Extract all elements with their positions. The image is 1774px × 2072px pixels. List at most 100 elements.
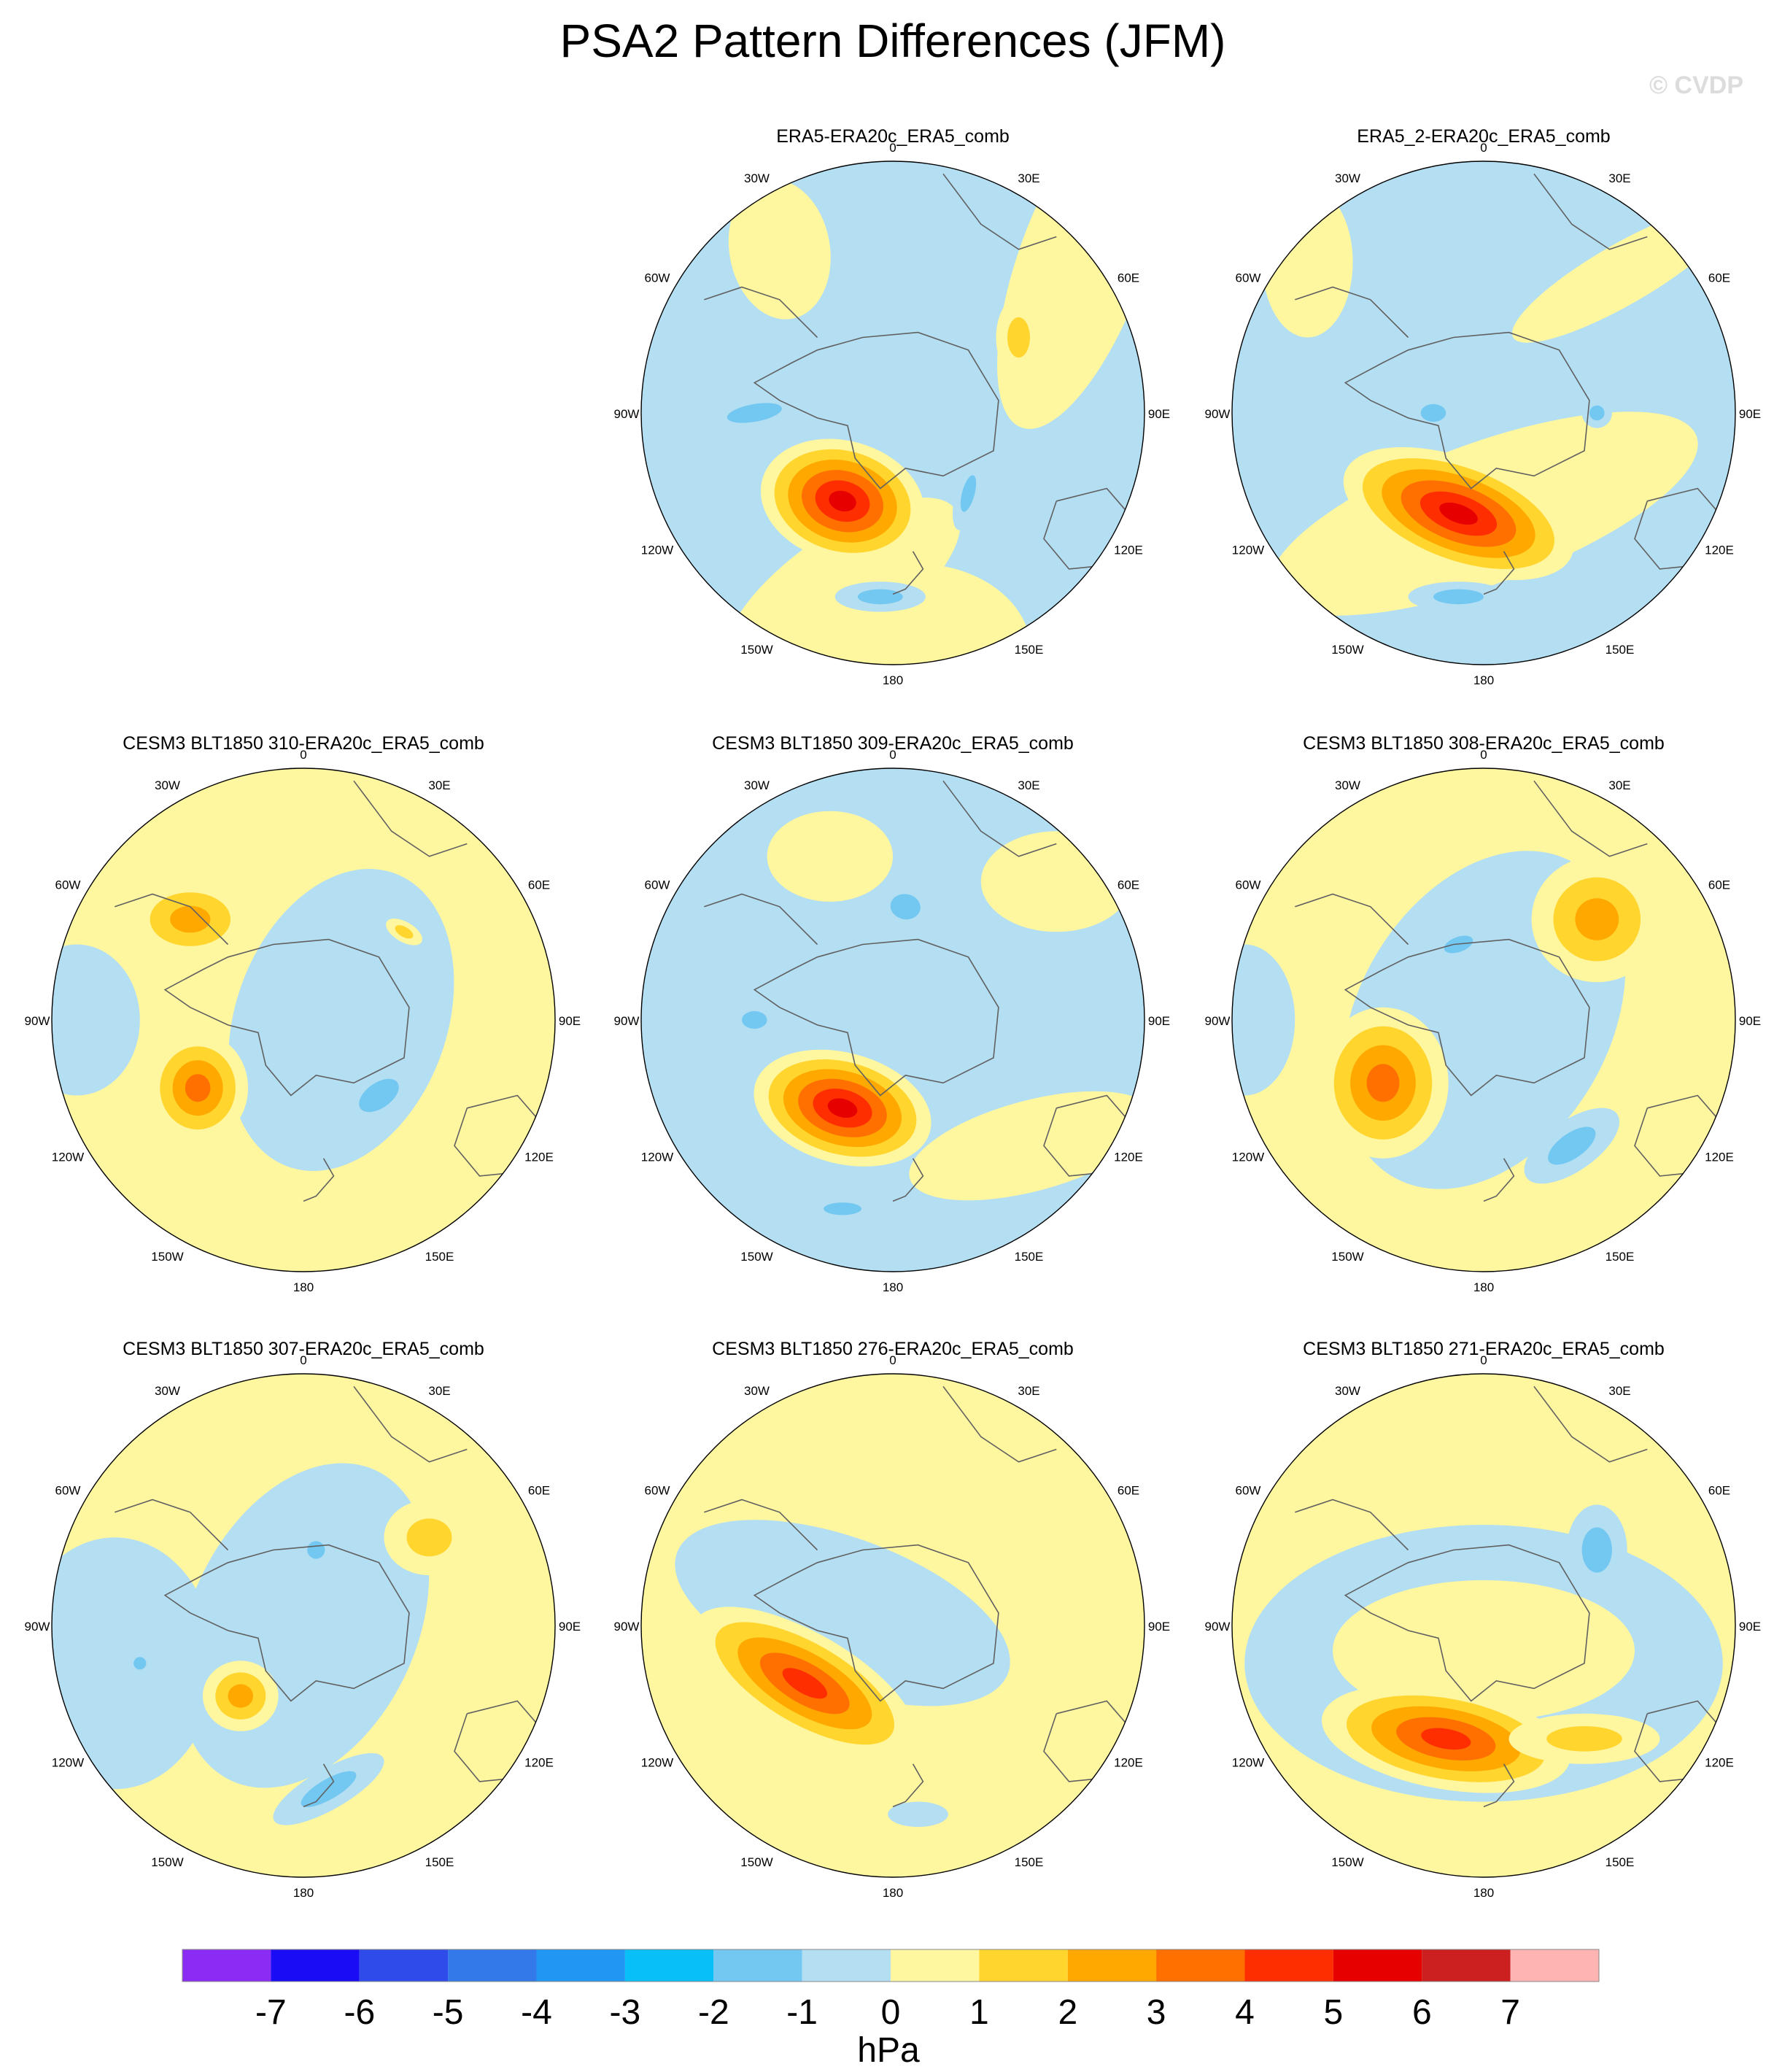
longitude-label: 90W xyxy=(1205,1014,1231,1028)
longitude-label: 30E xyxy=(1018,171,1039,185)
contour-field xyxy=(641,768,1144,1272)
contour-region xyxy=(301,1771,357,1807)
colorbar-tick-label: 5 xyxy=(1324,1993,1344,2032)
contour-region xyxy=(1433,589,1484,605)
panel-title: CESM3 BLT1850 271-ERA20c_ERA5_comb xyxy=(1303,1339,1665,1359)
colorbar: -7 -6 -5 -4 -3 -2 -1 0 1 2 3 4 5 6 7 xyxy=(182,1949,1600,2032)
longitude-label: 120W xyxy=(641,1151,673,1164)
colorbar-tick-label: 2 xyxy=(1058,1993,1077,2032)
contour-region xyxy=(829,490,856,512)
africa-coastline xyxy=(353,780,468,857)
longitude-label: 30E xyxy=(1018,778,1039,792)
panel-title: CESM3 BLT1850 310-ERA20c_ERA5_comb xyxy=(123,733,484,754)
contour-field xyxy=(641,161,1144,665)
longitude-label: 60W xyxy=(1236,878,1261,892)
africa-coastline xyxy=(1533,1385,1648,1463)
longitude-label: 0 xyxy=(1480,141,1487,155)
longitude-label: 30W xyxy=(744,171,770,185)
new-zealand-coastline xyxy=(303,1158,335,1202)
south-america-coastline xyxy=(115,1499,229,1551)
contour-region xyxy=(1366,1064,1400,1102)
longitude-label: 180 xyxy=(1473,1886,1494,1900)
longitude-label: 150E xyxy=(1605,1250,1635,1264)
panel-title: CESM3 BLT1850 276-ERA20c_ERA5_comb xyxy=(712,1339,1074,1359)
longitude-label: 60E xyxy=(1118,878,1139,892)
colorbar-swatch xyxy=(1156,1949,1245,1982)
watermark: © CVDP xyxy=(1649,71,1743,99)
colorbar-swatch xyxy=(1067,1949,1157,1982)
longitude-label: 120E xyxy=(1705,1756,1734,1770)
colorbar-tick-label: -3 xyxy=(610,1993,641,2032)
contour-region xyxy=(1232,944,1295,1096)
longitude-label: 30W xyxy=(744,778,770,792)
south-america-coastline xyxy=(115,893,229,946)
colorbar-tick-label: -4 xyxy=(521,1993,552,2032)
longitude-label: 120E xyxy=(1705,1151,1734,1164)
contour-region xyxy=(1589,405,1605,421)
longitude-label: 30E xyxy=(1608,171,1630,185)
panel-title: CESM3 BLT1850 308-ERA20c_ERA5_comb xyxy=(1303,733,1665,754)
longitude-label: 60W xyxy=(645,1484,670,1498)
longitude-label: 120W xyxy=(52,1151,84,1164)
longitude-label: 0 xyxy=(1480,1353,1487,1367)
longitude-label: 150E xyxy=(425,1250,454,1264)
figure-title: PSA2 Pattern Differences (JFM) xyxy=(560,15,1226,67)
africa-coastline xyxy=(1533,173,1648,250)
longitude-label: 150E xyxy=(1015,643,1044,657)
south-america-coastline xyxy=(1295,893,1409,946)
antarctica-coastline xyxy=(753,938,999,1097)
contour-region xyxy=(909,1091,1144,1201)
longitude-label: 180 xyxy=(293,1280,314,1294)
longitude-label: 90E xyxy=(1148,1014,1170,1028)
contour-region xyxy=(406,1518,452,1557)
longitude-label: 30E xyxy=(1608,778,1630,792)
africa-coastline xyxy=(942,1385,1057,1463)
longitude-label: 90E xyxy=(1739,1014,1761,1028)
longitude-label: 90W xyxy=(1205,1620,1231,1634)
longitude-label: 120W xyxy=(641,1756,673,1770)
longitude-label: 150W xyxy=(740,1855,772,1869)
contour-region xyxy=(133,1657,147,1670)
new-zealand-coastline xyxy=(892,1158,924,1202)
longitude-label: 150W xyxy=(1331,643,1363,657)
map-panels: ERA5-ERA20c_ERA5_comb030E60E90E120E150E1… xyxy=(25,126,1762,1900)
colorbar-swatch xyxy=(979,1949,1068,1982)
antarctica-coastline xyxy=(1344,331,1590,490)
longitude-label: 150E xyxy=(425,1855,454,1869)
contour-region xyxy=(728,179,831,320)
longitude-label: 180 xyxy=(293,1886,314,1900)
longitude-label: 90E xyxy=(559,1620,581,1634)
colorbar-tick-label: -5 xyxy=(433,1993,464,2032)
colorbar-tick-label: -1 xyxy=(786,1993,818,2032)
contour-field xyxy=(52,1374,555,1877)
colorbar-swatch xyxy=(1422,1949,1511,1982)
contour-region xyxy=(307,1541,325,1559)
longitude-label: 120E xyxy=(1114,1756,1143,1770)
longitude-label: 90E xyxy=(1739,1620,1761,1634)
antarctica-coastline xyxy=(1344,938,1590,1097)
colorbar-swatch xyxy=(891,1949,980,1982)
longitude-label: 30W xyxy=(1335,778,1360,792)
longitude-label: 30E xyxy=(428,778,450,792)
contour-region xyxy=(960,475,977,512)
longitude-label: 120W xyxy=(1232,544,1264,557)
colorbar-tick-label: 3 xyxy=(1147,1993,1166,2032)
colorbar-swatch xyxy=(713,1949,802,1982)
south-america-coastline xyxy=(704,893,818,946)
map-boundary xyxy=(1231,161,1736,665)
contour-region xyxy=(888,1801,948,1828)
colorbar-swatch xyxy=(624,1949,714,1982)
africa-coastline xyxy=(942,173,1057,250)
new-zealand-coastline xyxy=(892,551,924,595)
contour-region xyxy=(1420,403,1446,422)
colorbar-swatch xyxy=(1510,1949,1599,1982)
antarctica-coastline xyxy=(753,331,999,490)
longitude-label: 150E xyxy=(1605,1855,1635,1869)
contour-region xyxy=(1548,1126,1596,1165)
longitude-label: 120E xyxy=(524,1756,554,1770)
map-boundary xyxy=(640,1373,1145,1878)
